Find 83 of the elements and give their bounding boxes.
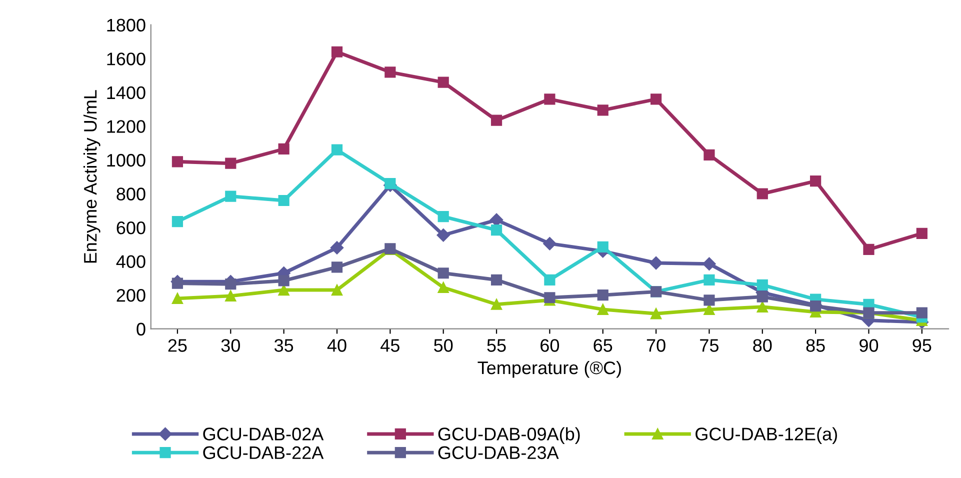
y-tick-label: 1400 — [107, 86, 146, 100]
point — [916, 228, 928, 239]
x-tick-label: 65 — [594, 339, 612, 352]
point — [810, 300, 822, 312]
point — [490, 224, 502, 236]
x-tick-label: 40 — [327, 339, 346, 352]
point — [330, 241, 344, 254]
y-tick-label: 200 — [116, 289, 146, 302]
x-tick-label: 75 — [700, 339, 719, 352]
x-tick-label: 35 — [274, 339, 294, 352]
x-tick-label: 50 — [434, 339, 453, 352]
point — [597, 104, 608, 116]
point — [225, 290, 236, 302]
point — [597, 304, 608, 315]
point — [331, 46, 343, 58]
point — [863, 244, 874, 256]
point — [810, 176, 822, 187]
legend-label: GCU-DAB-02A — [203, 428, 324, 440]
x-tick-label: 85 — [806, 339, 825, 352]
point — [331, 284, 343, 296]
point — [649, 256, 663, 270]
x-axis-title: Temperature (®C) — [478, 360, 621, 378]
point — [278, 275, 290, 286]
legend-label: GCU-DAB-23A — [438, 446, 559, 460]
point — [331, 262, 343, 273]
point — [490, 298, 502, 310]
point — [438, 210, 449, 222]
point — [384, 66, 396, 78]
x-tick-label: 25 — [168, 339, 187, 352]
point — [436, 228, 450, 242]
y-tick-label: 0 — [136, 322, 146, 336]
point — [544, 292, 556, 304]
y-tick-label: 1200 — [107, 120, 146, 133]
legend-label: GCU-DAB-22A — [203, 446, 324, 460]
point — [756, 188, 768, 200]
point — [650, 94, 662, 105]
y-tick-label: 800 — [116, 188, 146, 200]
point — [916, 307, 928, 318]
point — [756, 301, 768, 312]
point — [650, 308, 662, 320]
point — [438, 268, 449, 279]
legend-label: GCU-DAB-09A(b) — [438, 427, 580, 444]
point — [225, 278, 236, 290]
point — [597, 241, 608, 253]
point — [278, 194, 290, 206]
x-tick-label: 70 — [646, 339, 666, 352]
point — [543, 236, 556, 250]
point — [704, 294, 715, 306]
y-tick-label: 600 — [116, 221, 146, 234]
legend-label: GCU-DAB-12E(a) — [696, 427, 837, 444]
x-tick-label: 80 — [753, 339, 772, 352]
point — [702, 257, 716, 270]
point — [704, 149, 715, 160]
point — [544, 274, 556, 286]
point — [756, 279, 768, 291]
x-tick-label: 55 — [487, 339, 506, 352]
point — [172, 292, 184, 304]
point — [278, 143, 290, 155]
x-tick-label: 30 — [221, 339, 240, 352]
point — [597, 290, 608, 301]
x-tick-label: 90 — [860, 339, 878, 352]
y-tick-label: 1800 — [107, 18, 146, 32]
y-tick-label: 1000 — [107, 154, 146, 167]
point — [225, 158, 236, 169]
point — [225, 190, 236, 202]
point — [704, 274, 715, 286]
x-tick-label: 95 — [912, 339, 932, 352]
point — [438, 76, 449, 88]
y-tick-label: 1600 — [107, 52, 146, 66]
x-tick-label: 60 — [540, 339, 560, 352]
point — [172, 216, 184, 228]
point — [384, 178, 396, 190]
point — [331, 144, 343, 156]
point — [490, 114, 502, 126]
point — [172, 156, 184, 168]
y-axis-title: Enzyme Activity U/mL — [83, 90, 100, 263]
x-tick-label: 45 — [380, 339, 400, 352]
point — [490, 274, 502, 286]
point — [172, 278, 184, 289]
point — [756, 291, 768, 302]
point — [544, 94, 556, 105]
point — [438, 282, 449, 294]
y-tick-label: 400 — [116, 255, 146, 268]
